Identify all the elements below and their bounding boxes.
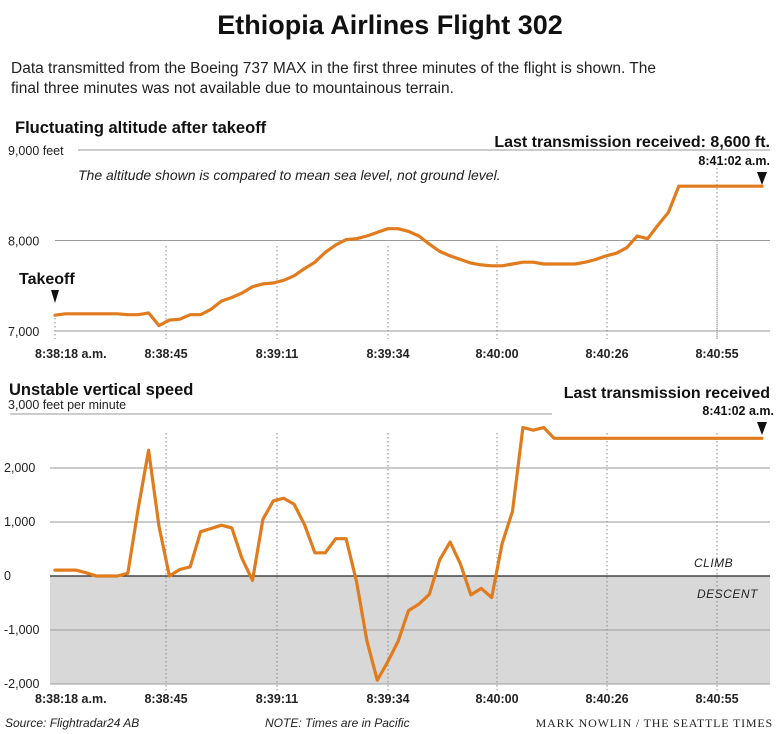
x-tick-label: 8:40:26 — [585, 692, 628, 706]
x-tick-label: 8:38:18 a.m. — [35, 692, 107, 706]
chart-title: Fluctuating altitude after takeoff — [15, 119, 267, 137]
last-transmission-marker-icon — [757, 172, 767, 185]
source-note: Source: Flightradar24 AB — [5, 716, 139, 730]
y-tick-label: 9,000 feet — [8, 144, 64, 158]
x-tick-label: 8:38:45 — [144, 692, 187, 706]
x-tick-label: 8:39:34 — [366, 347, 409, 361]
x-tick-label: 8:40:55 — [695, 347, 738, 361]
x-tick-label: 8:39:11 — [256, 347, 298, 361]
x-tick-label: 8:39:34 — [366, 692, 409, 706]
x-tick-label: 8:38:18 a.m. — [35, 347, 107, 361]
y-tick-label: -1,000 — [4, 623, 39, 637]
altitude-series-line — [53, 184, 764, 328]
dek-line-2: final three minutes was not available du… — [11, 80, 454, 97]
x-tick-label: 8:40:00 — [475, 692, 518, 706]
altitude-chart: Fluctuating altitude after takeoff 9,000 … — [8, 119, 770, 361]
x-tick-label: 8:39:11 — [256, 692, 298, 706]
times-note: NOTE: Times are in Pacific — [265, 716, 410, 730]
credit-line: MARK NOWLIN / THE SEATTLE TIMES — [536, 716, 773, 730]
climb-label: CLIMB — [694, 556, 733, 570]
descent-label: DESCENT — [697, 587, 759, 601]
page-title: Ethiopia Airlines Flight 302 — [217, 10, 563, 40]
y-tick-label: 0 — [4, 569, 11, 583]
last-transmission-label: Last transmission received: 8,600 ft. — [494, 134, 770, 151]
vertical-speed-series-line — [53, 425, 764, 682]
last-transmission-time: 8:41:02 a.m. — [698, 154, 770, 168]
y-tick-label: 1,000 — [4, 515, 35, 529]
y-tick-label: 8,000 — [8, 235, 39, 249]
takeoff-label: Takeoff — [19, 271, 75, 288]
x-tick-label: 8:38:45 — [144, 347, 187, 361]
altitude-note: The altitude shown is compared to mean s… — [78, 167, 501, 183]
y-tick-label: 7,000 — [8, 325, 39, 339]
y-tick-label: -2,000 — [4, 677, 39, 691]
last-transmission-marker-icon — [757, 422, 767, 435]
last-transmission-time: 8:41:02 a.m. — [702, 404, 774, 418]
last-transmission-label: Last transmission received — [564, 385, 770, 402]
y-tick-label: 2,000 — [4, 461, 35, 475]
dek-line-1: Data transmitted from the Boeing 737 MAX… — [11, 60, 656, 77]
takeoff-marker-icon — [51, 290, 59, 303]
x-tick-label: 8:40:26 — [585, 347, 628, 361]
x-tick-label: 8:40:55 — [695, 692, 738, 706]
x-tick-label: 8:40:00 — [475, 347, 518, 361]
y-tick-label: 3,000 feet per minute — [8, 398, 126, 412]
chart-title: Unstable vertical speed — [9, 381, 193, 399]
